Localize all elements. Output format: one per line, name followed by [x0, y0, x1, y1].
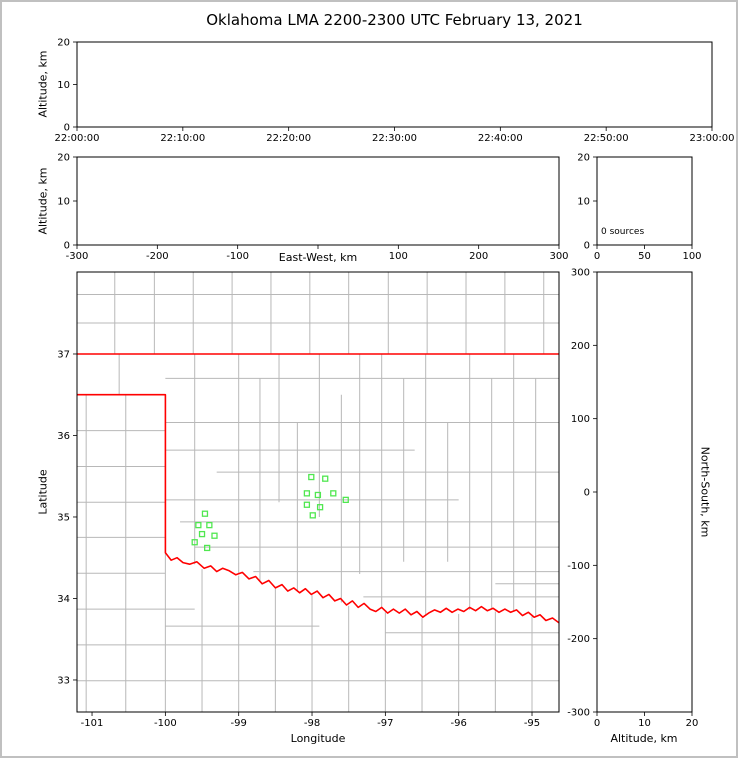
- lma-station-marker: [303, 490, 311, 497]
- state-border: [77, 353, 559, 624]
- lma-station-marker: [198, 530, 206, 538]
- tick-label: 20: [577, 153, 590, 164]
- tick-label: 20: [686, 718, 699, 729]
- east-west-axis-label: East-West, km: [278, 251, 358, 264]
- lma-station-marker: [211, 532, 218, 539]
- tick-label: 23:00:00: [690, 133, 735, 144]
- tick-label: -200: [567, 634, 590, 645]
- tick-label: -95: [524, 718, 540, 729]
- lma-station-marker: [322, 475, 329, 482]
- tick-label: -101: [81, 718, 104, 729]
- station-markers: [191, 473, 349, 552]
- altitude-axis-label: Altitude, km: [610, 732, 678, 745]
- tick-label: 0: [64, 241, 70, 252]
- tick-label: -96: [451, 718, 467, 729]
- tick-label: 0: [584, 488, 590, 499]
- lma-station-marker: [314, 491, 322, 499]
- tick-label: -300: [66, 251, 89, 262]
- tick-label: -97: [377, 718, 393, 729]
- plot-title: Oklahoma LMA 2200-2300 UTC February 13, …: [206, 11, 583, 29]
- tick-label: 200: [469, 251, 488, 262]
- tick-label: 10: [57, 80, 70, 91]
- sources-count-annotation: 0 sources: [601, 227, 645, 237]
- county-lines: [77, 272, 559, 712]
- lma-station-marker: [303, 501, 311, 508]
- tick-label: 22:30:00: [372, 133, 417, 144]
- tick-label: -100: [226, 251, 249, 262]
- tick-label: -100: [567, 561, 590, 572]
- tick-label: 0: [594, 718, 600, 729]
- tick-label: 0: [64, 123, 70, 134]
- tick-label: 100: [571, 414, 590, 425]
- tick-label: 22:10:00: [160, 133, 205, 144]
- tick-label: 50: [638, 251, 651, 262]
- tick-label: -300: [567, 708, 590, 719]
- tick-label: 33: [57, 675, 70, 686]
- tick-label: 200: [571, 341, 590, 352]
- tick-label: 37: [57, 349, 70, 360]
- lma-station-marker: [201, 510, 209, 517]
- tick-label: 22:00:00: [55, 133, 100, 144]
- tick-label: -200: [146, 251, 169, 262]
- tick-label: 100: [682, 251, 701, 262]
- panel-frame: [76, 271, 560, 713]
- lma-station-marker: [330, 490, 337, 497]
- lma-station-marker: [308, 473, 315, 481]
- tick-label: 20: [57, 153, 70, 164]
- tick-label: -98: [304, 718, 320, 729]
- tick-label: 10: [577, 197, 590, 208]
- panel-frame: [596, 271, 693, 713]
- tick-label: 22:40:00: [478, 133, 523, 144]
- tick-label: 34: [57, 594, 70, 605]
- tick-label: 300: [549, 251, 568, 262]
- tick-label: 300: [571, 268, 590, 279]
- tick-label: -99: [231, 718, 247, 729]
- tick-label: 100: [389, 251, 408, 262]
- tick-label: 0: [594, 251, 600, 262]
- panel-frame: [76, 41, 713, 128]
- lma-station-marker: [195, 521, 202, 529]
- lma-station-marker: [206, 521, 213, 529]
- longitude-axis-label: Longitude: [290, 732, 346, 745]
- tick-label: 0: [584, 241, 590, 252]
- lma-station-marker: [309, 512, 316, 519]
- tick-label: 10: [57, 197, 70, 208]
- map-layers: [77, 272, 559, 712]
- tick-label: 22:50:00: [584, 133, 629, 144]
- panel-frame: [76, 156, 560, 246]
- tick-label: 35: [57, 512, 70, 523]
- panel-frame: [596, 156, 693, 246]
- lma-station-marker: [204, 544, 211, 552]
- state-border-line: [77, 393, 559, 624]
- tick-label: 36: [57, 431, 70, 442]
- lma-station-marker: [342, 496, 349, 504]
- lma-station-marker: [191, 539, 198, 546]
- tick-label: -100: [154, 718, 177, 729]
- tick-label: 22:20:00: [266, 133, 311, 144]
- lma-station-marker: [316, 504, 324, 511]
- tick-label: 10: [638, 718, 651, 729]
- tick-label: 20: [57, 38, 70, 49]
